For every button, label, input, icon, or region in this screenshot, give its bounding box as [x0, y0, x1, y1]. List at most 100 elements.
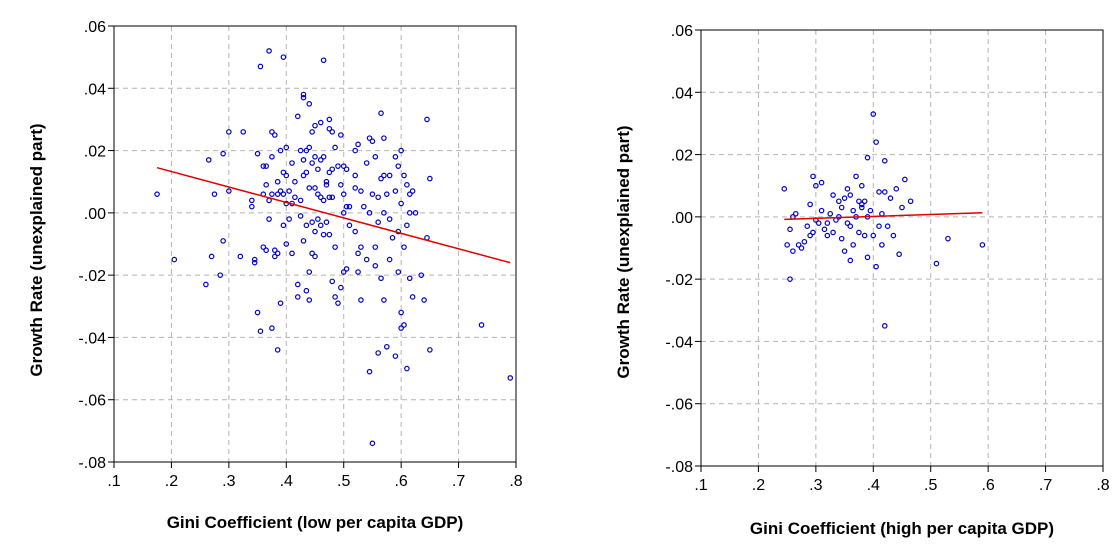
data-point [254, 309, 261, 316]
data-point [864, 254, 871, 261]
data-point [208, 253, 215, 260]
data-point [427, 175, 433, 182]
data-point [335, 163, 341, 169]
data-point [830, 229, 836, 236]
scatter-chart-low-gdp: Gini Coefficient (low per capita GDP) Gr… [27, 19, 523, 532]
data-point [398, 147, 404, 154]
data-point [289, 160, 295, 166]
data-point [294, 294, 301, 300]
data-point [784, 242, 790, 248]
data-point [386, 216, 393, 222]
data-point [300, 94, 307, 101]
data-point [372, 154, 379, 160]
data-point [340, 210, 347, 216]
data-point [873, 139, 879, 145]
y-tick-label: .00 [84, 206, 106, 223]
data-point [795, 242, 802, 248]
data-point [343, 166, 350, 173]
data-point [326, 194, 333, 201]
data-point [884, 223, 891, 230]
data-point [300, 172, 307, 179]
x-tick-label: .3 [809, 477, 822, 494]
data-point [240, 129, 247, 135]
data-point [406, 191, 413, 197]
data-point [306, 269, 313, 275]
data-point [346, 203, 353, 210]
data-point [352, 185, 359, 191]
data-point [274, 347, 281, 353]
data-point [850, 207, 856, 214]
data-point [821, 226, 828, 233]
data-point [226, 188, 232, 194]
data-point [277, 300, 284, 306]
x-tick-label: .8 [509, 473, 522, 490]
data-point [395, 163, 402, 169]
data-point [358, 297, 364, 303]
data-point [340, 191, 347, 197]
data-point [306, 101, 313, 107]
data-point [343, 203, 350, 210]
data-point [858, 182, 865, 189]
data-point [830, 192, 836, 198]
data-point [907, 198, 914, 205]
data-point [361, 203, 367, 210]
data-point [263, 163, 269, 169]
data-point [263, 182, 269, 188]
data-point [332, 244, 338, 250]
data-point [315, 191, 321, 197]
data-point [352, 172, 359, 179]
data-point [306, 144, 313, 151]
data-point [398, 200, 404, 207]
data-point [363, 256, 370, 263]
data-point [372, 244, 379, 250]
data-point [850, 242, 856, 248]
data-point [870, 232, 877, 239]
data-point [383, 191, 390, 197]
data-point [312, 154, 318, 160]
data-point [303, 222, 310, 229]
data-point [329, 129, 336, 135]
data-point [838, 235, 845, 242]
data-point [329, 278, 336, 285]
y-tick-label: -.08 [665, 459, 693, 476]
x-tick-label: .7 [452, 473, 465, 490]
y-tick-label: -.06 [665, 397, 693, 414]
data-point [378, 275, 384, 282]
data-point [369, 440, 376, 447]
data-point [274, 250, 281, 257]
data-point [836, 198, 842, 205]
data-point [375, 350, 381, 356]
y-tick-label: -.02 [78, 268, 106, 285]
data-point [338, 284, 344, 291]
data-point [838, 204, 845, 211]
data-point [315, 216, 321, 222]
y-tick-label: -.04 [665, 334, 693, 351]
data-point [309, 160, 315, 166]
data-point [404, 222, 410, 229]
data-point [824, 220, 831, 226]
data-point [881, 189, 888, 195]
data-point [303, 287, 310, 294]
data-point [375, 194, 381, 201]
data-point [418, 272, 425, 278]
data-point [338, 132, 344, 138]
y-tick-label: .06 [84, 19, 106, 36]
data-point [844, 220, 851, 226]
data-point [297, 147, 304, 154]
scatter-plot-low-gdp: Gini Coefficient (low per capita GDP) Gr… [27, 19, 523, 532]
data-point [315, 166, 321, 173]
data-point [847, 223, 854, 230]
data-point [269, 191, 275, 197]
data-point [827, 210, 834, 217]
data-point [309, 129, 315, 135]
data-point [205, 157, 212, 163]
data-point [332, 294, 338, 300]
data-point [890, 232, 897, 239]
x-tick-label: .2 [752, 477, 765, 494]
data-point [329, 194, 336, 201]
data-point [251, 259, 258, 266]
data-point [309, 250, 315, 257]
data-point [323, 182, 330, 188]
data-point [427, 347, 433, 353]
data-point [798, 245, 805, 251]
